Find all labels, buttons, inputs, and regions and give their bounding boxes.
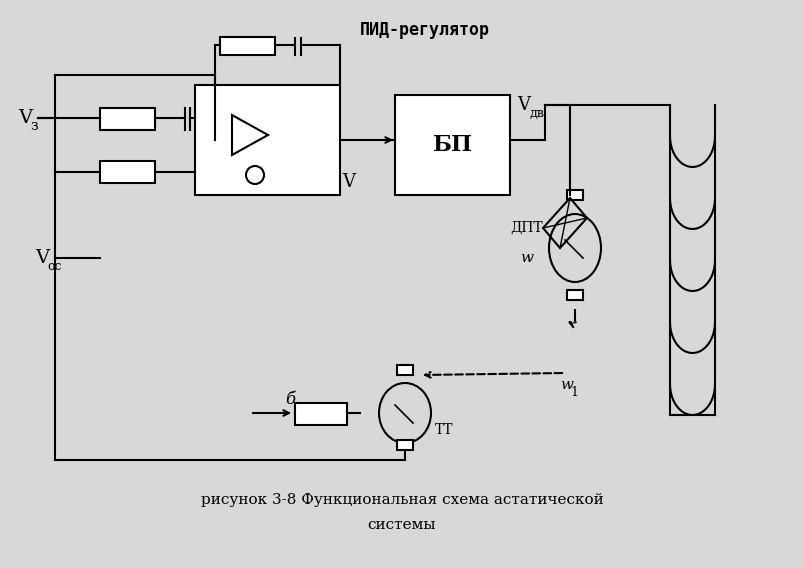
- Text: ДПТ: ДПТ: [509, 221, 542, 235]
- Text: ТТ: ТТ: [434, 423, 453, 437]
- Text: V: V: [18, 109, 32, 127]
- Text: з: з: [30, 119, 38, 133]
- Text: w: w: [520, 251, 532, 265]
- Text: V: V: [516, 96, 529, 114]
- Text: V: V: [341, 173, 355, 191]
- Bar: [566, 290, 582, 300]
- Bar: [397, 440, 413, 450]
- Bar: [100, 108, 155, 130]
- Bar: [397, 365, 413, 375]
- Bar: [195, 85, 340, 195]
- Text: ос: ос: [47, 260, 61, 273]
- Text: дв: дв: [529, 107, 544, 119]
- Bar: [394, 95, 509, 195]
- Text: БП: БП: [432, 134, 472, 156]
- Text: б: б: [284, 391, 295, 408]
- Bar: [295, 403, 347, 425]
- Bar: [220, 37, 275, 55]
- Bar: [100, 161, 155, 183]
- Text: системы: системы: [367, 518, 436, 532]
- Text: V: V: [35, 249, 49, 267]
- Text: 1: 1: [569, 386, 577, 399]
- Text: w: w: [560, 378, 573, 392]
- Text: ПИД-регулятор: ПИД-регулятор: [360, 21, 489, 39]
- Text: рисунок 3-8 Функциональная схема астатической: рисунок 3-8 Функциональная схема астатич…: [201, 493, 602, 507]
- Bar: [566, 190, 582, 200]
